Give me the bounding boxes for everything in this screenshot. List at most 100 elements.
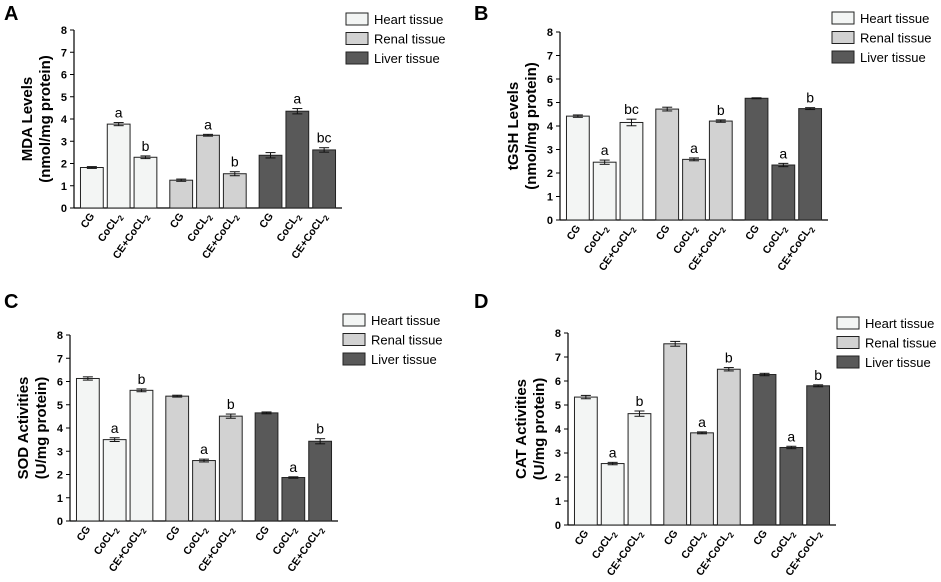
y-axis-title-b: tGSH Levels [505, 82, 522, 170]
error-bar [599, 159, 610, 165]
y-tick-label: 7 [547, 51, 553, 63]
legend-label-liver: Liver tissue [374, 51, 440, 66]
error-bar [626, 118, 637, 127]
legend-swatch-liver [831, 50, 855, 64]
bar [682, 158, 706, 221]
bar [798, 108, 823, 221]
error-bar [225, 413, 236, 419]
error-bar [113, 122, 124, 127]
y-tick-label: 0 [57, 516, 63, 528]
legend-label-liver: Liver tissue [860, 50, 926, 65]
y-tick-label: 3 [555, 448, 561, 460]
y-axis-unit-c: (U/mg protein) [33, 377, 50, 480]
bar [655, 108, 680, 221]
y-tick-label: 6 [547, 74, 553, 86]
bar [744, 97, 769, 221]
legend-label-renal: Renal tissue [371, 333, 443, 348]
legend-label-heart: Heart tissue [371, 313, 440, 328]
y-tick-label: 4 [555, 424, 562, 436]
x-tick-label: CG [654, 223, 673, 243]
bar [708, 120, 733, 221]
y-tick-label: 3 [57, 446, 63, 458]
bar [663, 343, 688, 526]
legend-label-renal: Renal tissue [860, 31, 932, 46]
legend-label-renal: Renal tissue [374, 32, 446, 47]
error-bar [265, 152, 276, 159]
error-bar [813, 384, 824, 388]
x-tick-label: CG [164, 524, 183, 544]
y-tick-label: 3 [61, 136, 67, 148]
bar [771, 164, 796, 221]
significance-label: b [316, 421, 324, 437]
bar [258, 154, 283, 209]
error-bar [176, 178, 187, 182]
error-bar [697, 431, 707, 435]
error-bar [229, 171, 240, 177]
y-axis-unit-b: (nmol/mg protein) [523, 62, 540, 190]
legend-swatch-liver [836, 355, 860, 369]
y-axis-unit-a: (nmol/mg protein) [37, 55, 54, 183]
bar [690, 432, 714, 526]
significance-label: b [806, 90, 814, 106]
x-tick-label: CG [257, 211, 276, 231]
bar [806, 385, 831, 526]
panel-letter-b: B [474, 3, 488, 25]
y-tick-label: 1 [61, 181, 67, 193]
legend-label-heart: Heart tissue [860, 11, 929, 26]
error-bar [662, 106, 673, 112]
legend-label-liver: Liver tissue [865, 355, 931, 370]
chart-panel-c: C 0 1 2 3 4 5 6 7 8 SOD Activities (U/mg protein) CG… [0, 288, 470, 577]
y-tick-label: 4 [547, 121, 554, 133]
error-bar [715, 119, 726, 123]
bar [218, 415, 243, 522]
significance-label: a [609, 444, 617, 460]
significance-label: b [717, 102, 725, 118]
bar [312, 149, 337, 209]
bar [169, 179, 194, 209]
significance-label: b [138, 371, 146, 387]
legend-swatch-heart [831, 11, 855, 25]
panel-letter-a: A [4, 3, 18, 25]
y-tick-label: 5 [555, 400, 561, 412]
bar [165, 395, 190, 522]
bar [106, 123, 131, 209]
error-bar [109, 437, 120, 442]
error-bar [199, 458, 209, 463]
significance-label: a [204, 116, 212, 132]
error-bar [786, 445, 797, 450]
legend-swatch-renal [342, 333, 366, 346]
chart-svg-a: A 0 1 2 3 4 5 6 7 8 MDA Levels (nmol/mg protein) CG a… [4, 3, 446, 262]
legend-label-renal: Renal tissue [865, 336, 937, 351]
significance-label: a [111, 420, 119, 436]
error-bar [261, 411, 272, 415]
y-tick-label: 7 [555, 352, 561, 364]
bar [285, 110, 310, 209]
y-tick-label: 5 [547, 98, 553, 110]
y-tick-label: 2 [547, 168, 553, 180]
error-bar [759, 372, 770, 377]
error-bar [778, 162, 789, 168]
significance-label: b [142, 138, 150, 154]
bar [752, 374, 777, 526]
y-tick-label: 6 [57, 377, 63, 389]
significance-label: bc [317, 130, 332, 146]
bar [600, 463, 625, 526]
y-axis-title-c: SOD Activities [15, 377, 32, 480]
y-tick-label: 8 [57, 330, 63, 342]
significance-label: a [690, 140, 698, 156]
y-tick-label: 2 [57, 470, 63, 482]
significance-label: a [293, 91, 301, 107]
y-tick-label: 5 [61, 92, 67, 104]
legend-swatch-liver [342, 352, 366, 366]
significance-label: b [227, 396, 235, 412]
y-tick-label: 8 [61, 25, 67, 37]
y-tick-label: 7 [57, 353, 63, 365]
legend-swatch-liver [345, 51, 369, 65]
significance-label: b [814, 367, 822, 383]
error-bar [288, 476, 299, 479]
bar [129, 389, 154, 522]
error-bar [607, 461, 618, 466]
bar [75, 377, 100, 522]
error-bar [136, 388, 147, 393]
y-tick-label: 1 [57, 493, 63, 505]
